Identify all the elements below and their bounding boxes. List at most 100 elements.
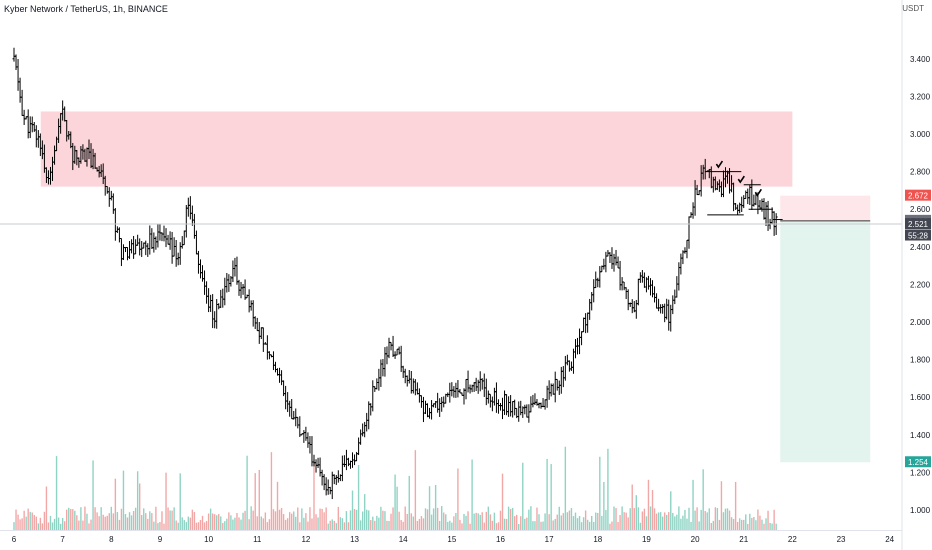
- volume-bar: [661, 516, 664, 530]
- volume-bar: [207, 513, 210, 530]
- volume-bar: [327, 523, 329, 530]
- volume-bar: [552, 520, 554, 530]
- volume-bar: [570, 508, 573, 530]
- volume-bar: [430, 514, 433, 530]
- price-bars-layer: [12, 47, 778, 500]
- volume-bar: [149, 511, 151, 530]
- volume-bar: [15, 509, 17, 530]
- volume-bar: [404, 506, 406, 530]
- volume-bar: [702, 469, 704, 530]
- volume-bar: [591, 515, 593, 530]
- volume-bar: [195, 522, 198, 530]
- volume-bar: [203, 522, 206, 530]
- volume-bar: [728, 510, 731, 530]
- volume-bar: [422, 518, 425, 530]
- volume-bar: [574, 512, 577, 530]
- volume-bar: [376, 515, 378, 530]
- volume-bar: [625, 512, 627, 530]
- volume-bar: [258, 469, 260, 530]
- volume-bar: [663, 512, 666, 530]
- volume-bar: [278, 509, 281, 530]
- volume-bar: [116, 512, 119, 530]
- price-tag-label: 55:28: [908, 232, 929, 241]
- volume-bar: [242, 512, 244, 530]
- volume-bar: [528, 509, 530, 530]
- volume-bar: [236, 513, 238, 530]
- volume-bar: [161, 511, 163, 530]
- volume-bar: [226, 518, 228, 530]
- volume-bar: [449, 520, 451, 530]
- volume-bar: [595, 512, 597, 530]
- volume-bar: [453, 516, 455, 530]
- volume-bar: [366, 509, 368, 530]
- volume-bar: [104, 516, 106, 530]
- y-tick-label: 3.000: [910, 130, 931, 139]
- volume-bar: [268, 519, 271, 530]
- volume-bar: [688, 507, 690, 530]
- zones-layer: [40, 111, 871, 463]
- volume-bar: [724, 508, 727, 530]
- volume-bar: [513, 516, 516, 530]
- volume-bar: [443, 512, 445, 530]
- volume-bar: [331, 519, 333, 530]
- volume-bar: [145, 513, 147, 530]
- volume-bar: [288, 512, 291, 530]
- volume-bar: [339, 517, 342, 530]
- y-tick-label: 2.800: [910, 168, 931, 177]
- volume-bar: [171, 510, 173, 530]
- volume-bar: [244, 510, 246, 530]
- volume-bar: [601, 515, 603, 530]
- volume-bar: [363, 494, 366, 530]
- volume-bar: [726, 508, 729, 530]
- volume-bar: [39, 517, 42, 530]
- volume-bar: [745, 514, 747, 530]
- volume-bar: [400, 519, 402, 530]
- volume-bar: [94, 507, 96, 530]
- volume-bar: [220, 516, 222, 530]
- volume-bar: [359, 520, 362, 530]
- volume-bar: [690, 521, 692, 530]
- volume-bar: [428, 486, 431, 530]
- volume-bar: [755, 520, 757, 530]
- y-tick-label: 1.800: [910, 356, 931, 365]
- volume-bar: [712, 520, 715, 530]
- volume-bar: [349, 510, 352, 530]
- volume-bar: [118, 519, 121, 530]
- volume-bar: [467, 511, 469, 530]
- volume-bar: [157, 523, 159, 530]
- volume-bar: [580, 522, 583, 530]
- volume-bar: [305, 513, 307, 530]
- volume-bar: [27, 508, 29, 530]
- volume-bar: [463, 514, 465, 530]
- volume-bar: [262, 518, 265, 530]
- volume-bar: [151, 513, 153, 530]
- volume-bar: [621, 506, 623, 530]
- volume-bar: [218, 514, 220, 530]
- price-tag-label: 1.254: [908, 458, 929, 467]
- volume-bar: [416, 520, 419, 530]
- volume-bar: [509, 508, 512, 530]
- volume-bar: [708, 508, 710, 530]
- volume-bar: [368, 510, 370, 530]
- price-tag: 1.254: [905, 456, 931, 468]
- volume-bar: [201, 515, 204, 530]
- volume-bar: [17, 514, 19, 530]
- volume-bar: [743, 519, 745, 530]
- volume-bar: [734, 481, 737, 530]
- chart-title: Kyber Network / TetherUS, 1h, BINANCE: [4, 4, 168, 14]
- volume-bar: [599, 456, 601, 530]
- price-tag-bg: [905, 456, 931, 468]
- overlay-layer: [0, 160, 902, 225]
- volume-bar: [153, 521, 155, 530]
- x-tick-label: 9: [158, 535, 163, 544]
- volume-bar: [479, 514, 481, 530]
- volume-bar: [222, 523, 224, 530]
- volume-bar: [767, 510, 769, 530]
- volume-bar: [248, 519, 250, 530]
- volume-bar: [461, 523, 463, 530]
- volume-bar: [568, 510, 571, 530]
- volume-bar: [477, 513, 479, 530]
- volume-bar: [51, 522, 54, 530]
- volume-bar: [714, 507, 717, 530]
